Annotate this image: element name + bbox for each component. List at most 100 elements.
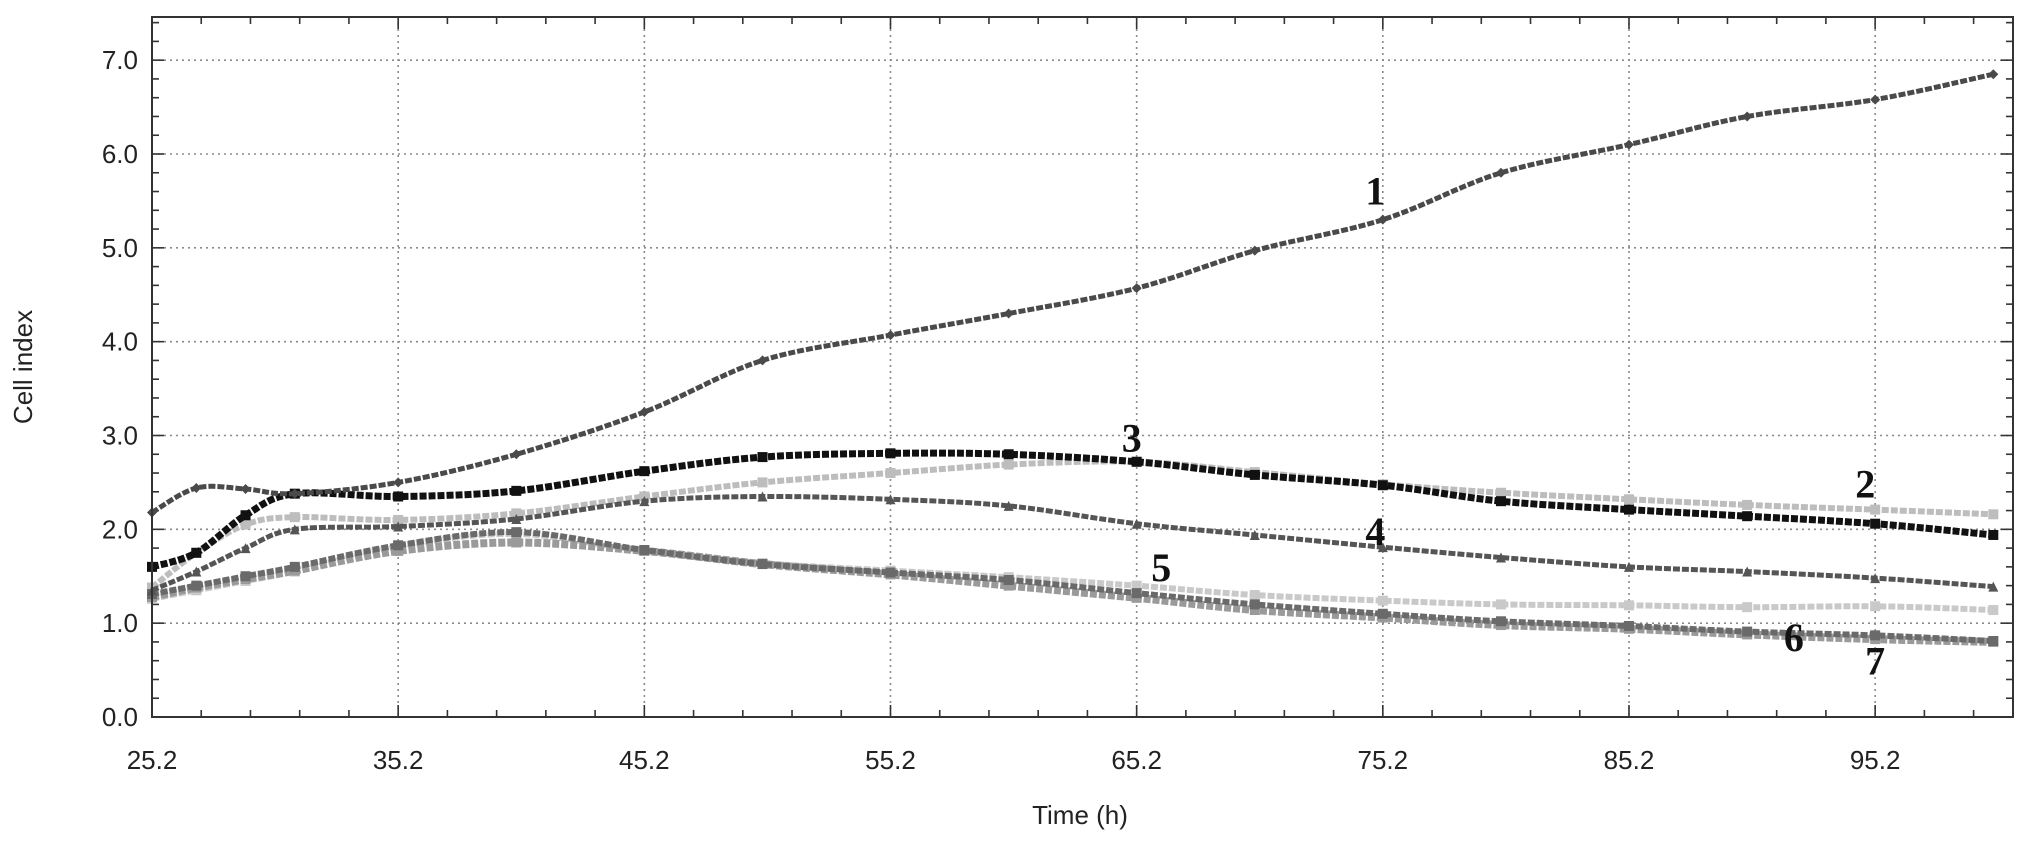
series-7-point [1003, 580, 1014, 591]
series-1-point [1988, 69, 1999, 80]
series-4-point [1249, 529, 1260, 540]
series-3-point [1131, 456, 1142, 467]
series-6-point [1623, 620, 1634, 631]
series-3-point [1742, 511, 1753, 522]
series-6-point [1003, 575, 1014, 586]
series-2-point [1742, 499, 1753, 510]
series-7-label: 7 [1865, 639, 1885, 684]
series-4-point [1003, 500, 1014, 511]
series-3-point [240, 510, 251, 521]
series-1-point [1377, 214, 1388, 225]
y-tick-label: 4.0 [102, 327, 138, 357]
series-2-point [1495, 487, 1506, 498]
y-axis-title: Cell index [8, 310, 38, 424]
series-4-point [639, 496, 650, 507]
x-axis-title: Time (h) [1032, 800, 1128, 830]
series-1-point [393, 477, 404, 488]
series-7-point [393, 545, 404, 556]
series-2-point [1988, 509, 1999, 520]
series-6-point [511, 527, 522, 538]
series-3-point [191, 547, 202, 558]
series-7-point [511, 537, 522, 548]
series-6-point [1377, 608, 1388, 619]
axis-ticks [151, 17, 2013, 718]
series-4-point [1131, 518, 1142, 529]
series-5-point [1623, 600, 1634, 611]
series-3-point [1249, 469, 1260, 480]
series-4-point [1742, 566, 1753, 577]
series-1-point [1742, 111, 1753, 122]
series-7-line [151, 538, 1994, 646]
series-3-point [511, 485, 522, 496]
series-2-point [289, 512, 300, 523]
plot-frame [151, 16, 2014, 718]
series-4-point [885, 494, 896, 505]
series-4-point [1988, 581, 1999, 592]
series-1-label: 1 [1365, 169, 1385, 214]
series-4-line [151, 493, 1994, 593]
series-4-point [393, 521, 404, 532]
y-tick-label: 3.0 [102, 420, 138, 450]
series-5-point [1249, 590, 1260, 601]
series-4-point [289, 524, 300, 535]
series-2-point [393, 514, 404, 525]
series-3-point [1377, 480, 1388, 491]
series-3-point [393, 491, 404, 502]
x-tick-label: 75.2 [1358, 745, 1409, 775]
series-4-point [511, 514, 522, 525]
series-1-point [289, 488, 300, 499]
tick-labels: 0.0 1.0 2.0 3.0 4.0 5.0 6.0 7.0 25.2 35.2 45.2 55.2… [102, 45, 1901, 775]
x-tick-label: 25.2 [127, 745, 178, 775]
series-3-point [757, 452, 768, 463]
x-tick-label: 85.2 [1604, 745, 1655, 775]
series-1-line [150, 71, 1994, 515]
series-7-point [1249, 605, 1260, 616]
series-4-label: 4 [1365, 509, 1385, 554]
series-4-point [191, 566, 202, 577]
series-3-point [885, 448, 896, 459]
series-5-point [1131, 580, 1142, 591]
series-3-point [1623, 504, 1634, 515]
series-1-point [1131, 283, 1142, 294]
series-5-point [1870, 601, 1881, 612]
series-6-point [639, 544, 650, 555]
x-tick-label: 95.2 [1850, 745, 1901, 775]
series-5-point [1495, 599, 1506, 610]
series-1-point [240, 483, 251, 494]
series-1-point [639, 407, 650, 418]
series-6-point [1988, 635, 1999, 646]
series-6-point [1131, 588, 1142, 599]
series-3-point [1003, 449, 1014, 460]
series-2-point [885, 468, 896, 479]
series-4-point [1623, 561, 1634, 572]
series-3-point [639, 466, 650, 477]
series-4-point [757, 491, 768, 502]
series-lines [147, 69, 1999, 647]
series-6-point [1249, 599, 1260, 610]
series-3-point [1988, 529, 1999, 540]
series-2-point [511, 508, 522, 519]
series-1-point [1249, 245, 1260, 256]
series-1-point [1870, 94, 1881, 105]
series-6-point [757, 559, 768, 570]
x-tick-label: 45.2 [619, 745, 670, 775]
series-2-point [1003, 459, 1014, 470]
series-3-label: 3 [1122, 415, 1142, 460]
series-4-point [1870, 573, 1881, 584]
x-tick-label: 55.2 [865, 745, 916, 775]
series-1-point [511, 449, 522, 460]
series-4-point [1377, 542, 1388, 553]
x-tick-label: 65.2 [1111, 745, 1162, 775]
y-tick-label: 0.0 [102, 702, 138, 732]
series-2-point [1870, 504, 1881, 515]
series-5-point [1377, 595, 1388, 606]
series-1-point [191, 483, 202, 494]
y-tick-label: 5.0 [102, 233, 138, 263]
series-1-point [885, 330, 896, 341]
series-6-point [1870, 630, 1881, 641]
series-5-point [1988, 605, 1999, 616]
series-6-point [1742, 626, 1753, 637]
series-1-point [757, 355, 768, 366]
grid [152, 17, 2013, 717]
series-4-point [1495, 552, 1506, 563]
